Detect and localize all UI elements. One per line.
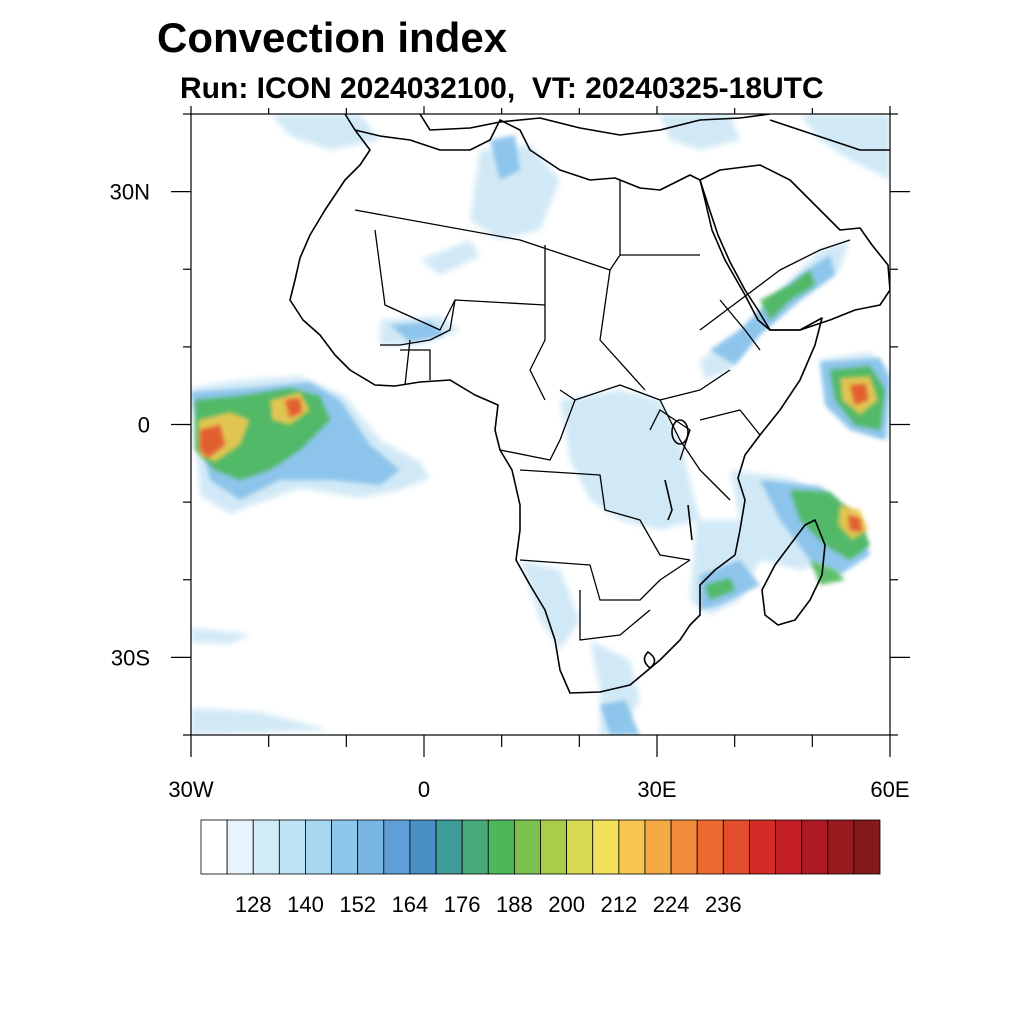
colorbar-swatch xyxy=(540,819,568,875)
colorbar-label: 176 xyxy=(444,892,481,917)
colorbar-swatch xyxy=(749,819,776,875)
colorbar-swatch xyxy=(409,819,437,875)
longitude-labels: 30W 0 30E 60E xyxy=(168,777,909,802)
lat-label: 30S xyxy=(111,645,150,670)
colorbar-label: 152 xyxy=(339,892,376,917)
arabia-coastline xyxy=(699,164,890,331)
colorbar-label: 212 xyxy=(600,892,637,917)
colorbar-swatch xyxy=(331,819,359,875)
colorbar-swatch xyxy=(801,819,829,875)
europe-coastline xyxy=(419,114,771,136)
lat-label: 0 xyxy=(138,413,150,438)
colorbar-swatch xyxy=(827,819,855,875)
colorbar xyxy=(200,819,881,875)
colorbar-swatch xyxy=(670,819,698,875)
colorbar-swatch xyxy=(226,819,254,875)
colorbar-label: 236 xyxy=(705,892,742,917)
colorbar-label: 188 xyxy=(496,892,533,917)
colorbar-labels: 128 140 152 164 176 188 200 212 224 236 xyxy=(235,892,742,917)
colorbar-label: 224 xyxy=(653,892,690,917)
axis-ticks xyxy=(171,106,910,757)
colorbar-swatch xyxy=(278,819,306,875)
colorbar-swatch xyxy=(435,819,463,875)
colorbar-swatch xyxy=(252,819,280,875)
colorbar-swatch xyxy=(618,819,646,875)
colorbar-swatch xyxy=(853,819,881,875)
colorbar-swatch xyxy=(200,819,228,875)
lon-label: 60E xyxy=(870,777,909,802)
lon-label: 30W xyxy=(168,777,213,802)
map-subtitle: Run: ICON 2024032100, VT: 20240325-18UTC xyxy=(180,72,824,105)
latitude-labels: 30N 0 30S xyxy=(110,180,150,671)
lon-label: 30E xyxy=(637,777,676,802)
colorbar-swatch xyxy=(722,819,750,875)
map-title: Convection index xyxy=(157,14,508,61)
colorbar-label: 140 xyxy=(287,892,324,917)
colorbar-swatch xyxy=(383,819,411,875)
colorbar-label: 200 xyxy=(548,892,585,917)
africa-coastline xyxy=(289,114,823,694)
field-layer xyxy=(191,114,890,735)
colorbar-swatch xyxy=(566,819,594,875)
colorbar-label: 128 xyxy=(235,892,272,917)
colorbar-swatch xyxy=(775,819,803,875)
lon-label: 0 xyxy=(418,777,430,802)
madagascar-coastline xyxy=(761,519,826,626)
colorbar-swatch xyxy=(696,819,724,875)
colorbar-swatch xyxy=(644,819,672,875)
colorbar-swatch xyxy=(305,819,332,875)
colorbar-swatch xyxy=(357,819,385,875)
colorbar-swatch xyxy=(513,819,541,875)
lat-label: 30N xyxy=(110,180,150,205)
colorbar-swatch xyxy=(461,819,489,875)
colorbar-label: 164 xyxy=(392,892,429,917)
colorbar-swatch xyxy=(487,819,515,875)
colorbar-swatch xyxy=(592,819,620,875)
coastline-layer xyxy=(289,114,890,694)
